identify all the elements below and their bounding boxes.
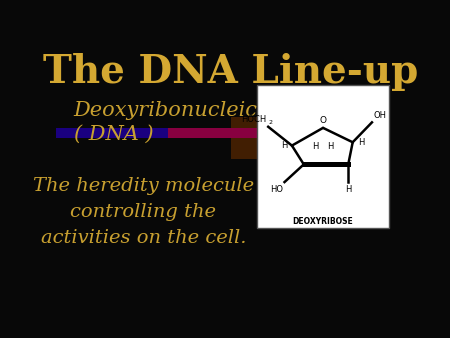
Text: H: H <box>281 141 288 150</box>
Text: controlling the: controlling the <box>71 203 216 221</box>
Bar <box>257 85 389 228</box>
Bar <box>56 128 202 138</box>
Text: H: H <box>327 142 333 151</box>
Text: The heredity molecule: The heredity molecule <box>33 177 254 195</box>
Bar <box>230 117 318 159</box>
Text: H: H <box>358 138 364 147</box>
Bar <box>168 128 307 138</box>
Text: HO: HO <box>270 185 283 194</box>
Text: The DNA Line-up: The DNA Line-up <box>43 53 418 91</box>
Text: 2: 2 <box>268 120 272 125</box>
Text: HOCH: HOCH <box>241 115 266 124</box>
Text: activities on the cell.: activities on the cell. <box>40 230 246 247</box>
Text: H: H <box>345 185 351 194</box>
Text: OH: OH <box>374 111 387 120</box>
Text: ( DNA ): ( DNA ) <box>74 125 153 144</box>
Text: H: H <box>312 142 319 151</box>
Text: DEOXYRIBOSE: DEOXYRIBOSE <box>292 217 353 226</box>
Text: Deoxyribonucleic Acid: Deoxyribonucleic Acid <box>74 101 311 120</box>
Text: O: O <box>320 116 327 125</box>
